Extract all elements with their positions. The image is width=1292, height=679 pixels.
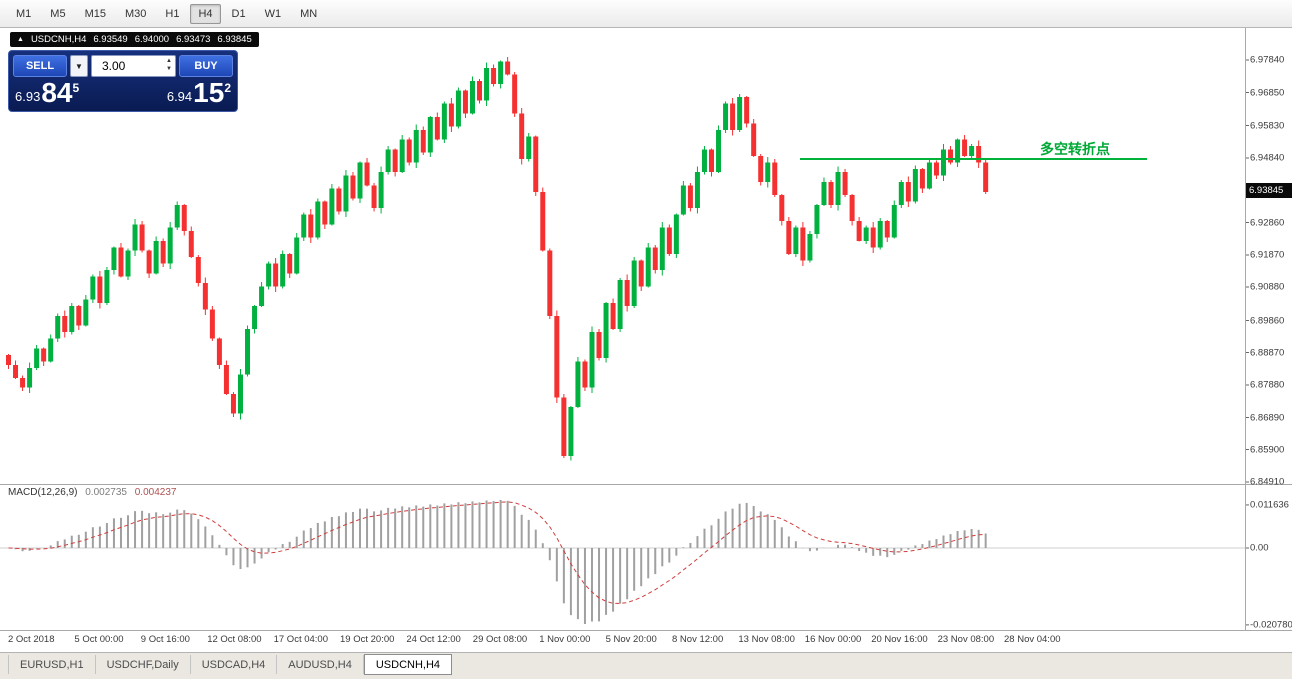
timeframe-h1-button[interactable]: H1: [165, 7, 180, 20]
price-axis-label: 6.90880: [1250, 281, 1285, 293]
volume-spinner[interactable]: ▲ ▼: [166, 57, 172, 73]
time-axis-label: 23 Nov 08:00: [937, 634, 995, 645]
price-axis-label: 6.96850: [1250, 87, 1285, 98]
timeframe-w1-button[interactable]: W1: [264, 7, 282, 20]
timeframe-m5-button[interactable]: M5: [50, 7, 66, 20]
spinner-down-icon: ▼: [166, 66, 172, 72]
tab-audusd-h4[interactable]: AUDUSD,H4: [277, 655, 364, 674]
price-axis-label: 6.88870: [1250, 347, 1285, 358]
price-axis-label: 6.87880: [1250, 379, 1285, 391]
macd-axis-label: -0.020780: [1250, 619, 1292, 631]
price-axis-label: 6.97840: [1250, 54, 1285, 66]
buy-button[interactable]: BUY: [179, 55, 233, 77]
annotation-text: 多空转折点: [1040, 141, 1110, 157]
time-axis-label: 16 Nov 00:00: [804, 634, 862, 645]
timeframe-mn-button[interactable]: MN: [300, 7, 318, 20]
time-axis-label: 19 Oct 20:00: [340, 634, 395, 645]
chip-low: 6.93473: [176, 34, 211, 45]
tab-usdchf-daily[interactable]: USDCHF,Daily: [96, 655, 191, 674]
tab-eurusd-h1[interactable]: EURUSD,H1: [8, 655, 96, 674]
tab-usdcnh-h4[interactable]: USDCNH,H4: [363, 654, 453, 675]
sell-price-sup: 5: [72, 81, 80, 95]
time-axis-label: 29 Oct 08:00: [472, 634, 528, 645]
chart-tabbar: EURUSD,H1 USDCHF,Daily USDCAD,H4 AUDUSD,H4 U…: [0, 652, 1292, 679]
macd-main-value: 0.002735: [85, 487, 127, 498]
macd-name: MACD(12,26,9): [8, 487, 78, 498]
price-axis-label: 6.95830: [1250, 120, 1285, 131]
buy-price-prefix: 6.94: [166, 88, 193, 104]
timeframe-m15-button[interactable]: M15: [84, 7, 106, 20]
chevron-down-icon: ▼: [75, 61, 83, 71]
macd-axis-label: 0.011636: [1250, 499, 1289, 511]
ohlc-info-chip: ▲ USDCNH,H4 6.93549 6.94000 6.93473 6.93…: [10, 32, 259, 47]
sell-price-main: 84: [41, 77, 73, 108]
chip-high: 6.94000: [134, 34, 170, 45]
buy-price-sup: 2: [224, 81, 231, 95]
sell-button[interactable]: SELL: [13, 55, 67, 77]
volume-input[interactable]: 3.00 ▲ ▼: [91, 55, 176, 77]
time-axis-label: 5 Oct 00:00: [74, 634, 124, 645]
time-axis-label: 5 Nov 20:00: [605, 634, 657, 645]
price-axis-label: 6.84910: [1250, 476, 1285, 488]
volume-value: 3.00: [102, 59, 126, 73]
sell-price[interactable]: 6.93 84 5: [15, 77, 80, 108]
price-axis-label: 6.85900: [1250, 444, 1285, 455]
timeframe-m1-button[interactable]: M1: [16, 7, 32, 20]
spinner-up-icon: ▲: [166, 58, 172, 64]
price-axis-label: 6.89860: [1250, 315, 1285, 326]
timeframe-m30-button[interactable]: M30: [124, 7, 147, 20]
price-axis-label: 6.92860: [1250, 217, 1285, 228]
current-price-marker: 6.93845: [1246, 183, 1292, 198]
time-axis-label: 24 Oct 12:00: [406, 634, 461, 645]
time-axis-label: 28 Nov 04:00: [1004, 634, 1061, 645]
macd-signal-value: 0.004237: [134, 487, 177, 498]
tab-usdcad-h4[interactable]: USDCAD,H4: [191, 655, 278, 674]
volume-dropdown-button[interactable]: ▼: [70, 55, 88, 77]
timeframe-toolbar: M1 M5 M15 M30 H1 H4 D1 W1 MN: [0, 0, 1292, 28]
time-axis-label: 12 Oct 08:00: [207, 634, 262, 645]
price-axis-label: 6.91870: [1250, 249, 1285, 261]
macd-axis-label: 0.00: [1250, 542, 1269, 554]
time-axis-label: 20 Nov 16:00: [871, 634, 928, 645]
time-axis-label: 2 Oct 2018: [8, 634, 55, 645]
macd-indicator-label: MACD(12,26,9) 0.002735 0.004237: [8, 487, 176, 498]
chip-symbol: USDCNH,H4: [30, 34, 87, 45]
time-axis-label: 1 Nov 00:00: [539, 634, 591, 645]
price-axis-label: 6.86890: [1250, 412, 1285, 423]
timeframe-d1-button[interactable]: D1: [231, 7, 246, 20]
up-triangle-icon: ▲: [17, 36, 24, 43]
sell-price-prefix: 6.93: [15, 88, 41, 104]
time-axis-label: 17 Oct 04:00: [273, 634, 328, 645]
timeframe-h4-button[interactable]: H4: [190, 3, 221, 24]
trade-panel: SELL ▼ 3.00 ▲ ▼ BUY 6.93 84 5 6.94 15: [8, 50, 238, 112]
buy-price-main: 15: [193, 77, 225, 108]
time-axis-label: 8 Nov 12:00: [672, 634, 724, 645]
buy-price[interactable]: 6.94 15 2: [166, 77, 231, 108]
time-axis-label: 13 Nov 08:00: [738, 634, 795, 645]
chip-close: 6.93845: [217, 34, 252, 45]
chip-open: 6.93549: [93, 34, 128, 45]
price-axis-label: 6.94840: [1250, 152, 1285, 164]
time-axis-label: 9 Oct 16:00: [140, 634, 190, 645]
